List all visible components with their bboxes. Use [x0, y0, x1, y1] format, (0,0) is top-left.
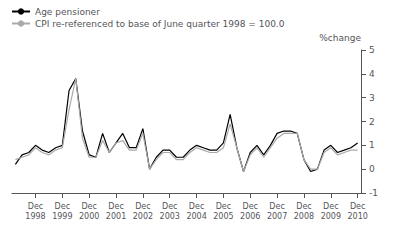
svg-text:Dec: Dec	[81, 202, 96, 211]
svg-text:2010: 2010	[347, 212, 367, 221]
svg-text:2007: 2007	[267, 212, 287, 221]
svg-text:Dec: Dec	[135, 202, 150, 211]
svg-text:Dec: Dec	[189, 202, 204, 211]
svg-text:2000: 2000	[79, 212, 99, 221]
svg-text:1: 1	[369, 140, 375, 150]
svg-text:Dec: Dec	[323, 202, 338, 211]
svg-text:Dec: Dec	[350, 202, 365, 211]
svg-text:2002: 2002	[133, 212, 153, 221]
svg-text:Dec: Dec	[55, 202, 70, 211]
svg-text:2003: 2003	[160, 212, 180, 221]
svg-text:2006: 2006	[240, 212, 260, 221]
svg-text:2008: 2008	[294, 212, 314, 221]
svg-text:2005: 2005	[213, 212, 233, 221]
svg-text:Dec: Dec	[269, 202, 284, 211]
svg-text:Dec: Dec	[243, 202, 258, 211]
svg-text:5: 5	[369, 45, 375, 55]
svg-text:1999: 1999	[52, 212, 72, 221]
svg-text:Age pensioner: Age pensioner	[35, 7, 100, 17]
svg-text:2009: 2009	[321, 212, 341, 221]
svg-text:Dec: Dec	[296, 202, 311, 211]
svg-text:3: 3	[369, 93, 375, 103]
svg-text:-1: -1	[369, 188, 378, 198]
svg-text:0: 0	[369, 164, 375, 174]
svg-text:2001: 2001	[106, 212, 126, 221]
svg-text:2004: 2004	[186, 212, 206, 221]
svg-text:Dec: Dec	[216, 202, 231, 211]
svg-text:CPI re-referenced to base of J: CPI re-referenced to base of June quarte…	[35, 19, 285, 29]
svg-text:Dec: Dec	[108, 202, 123, 211]
svg-text:2: 2	[369, 117, 375, 127]
svg-text:Dec: Dec	[28, 202, 43, 211]
svg-text:4: 4	[369, 69, 375, 79]
svg-text:Dec: Dec	[162, 202, 177, 211]
svg-text:1998: 1998	[25, 212, 45, 221]
svg-text:%change: %change	[319, 33, 361, 43]
